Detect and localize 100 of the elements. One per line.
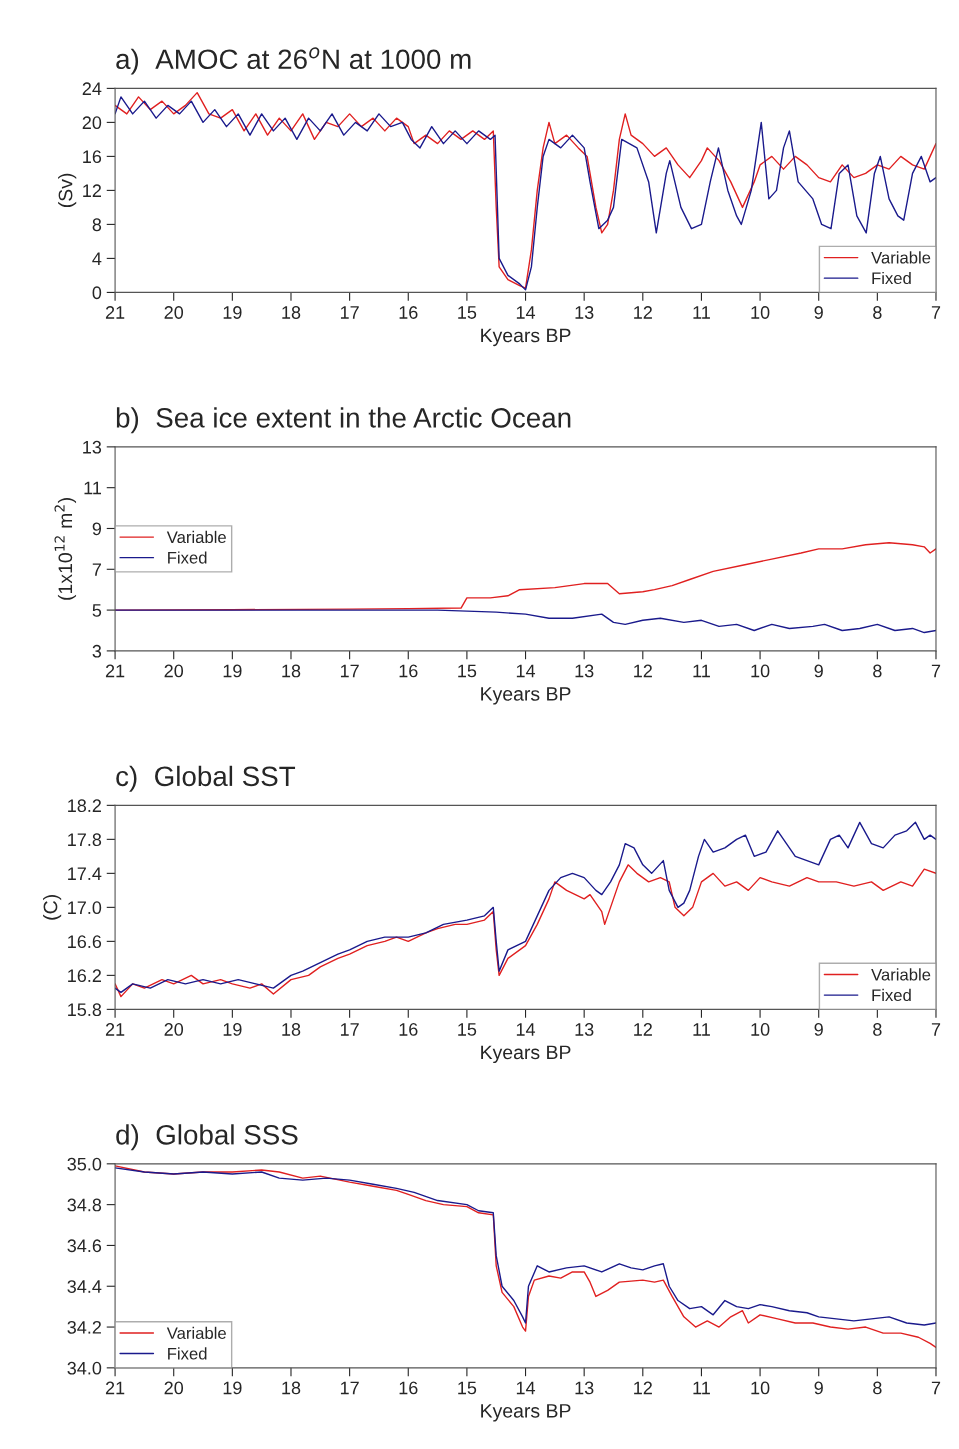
chart-title: b) Sea ice extent in the Arctic Ocean xyxy=(116,407,571,434)
y-tick-label: 5 xyxy=(92,604,102,617)
y-tick-label: 34.6 xyxy=(67,1239,102,1253)
x-tick-label: 18 xyxy=(282,306,301,319)
x-tick-label: 19 xyxy=(223,664,242,678)
x-tick-label: 15 xyxy=(458,1023,477,1036)
x-tick-label: 13 xyxy=(575,664,594,678)
legend-label: Fixed xyxy=(872,271,911,285)
x-tick-label: 8 xyxy=(873,1381,882,1395)
legend-label: Fixed xyxy=(168,551,207,564)
x-tick-label: 14 xyxy=(516,1023,536,1036)
y-tick-label: 16.2 xyxy=(68,969,101,983)
y-tick-label: 18.2 xyxy=(68,799,101,813)
x-tick-label: 14 xyxy=(516,1381,536,1395)
x-tick-label: 16 xyxy=(399,306,418,319)
y-tick-label: 3 xyxy=(92,644,102,658)
legend-label: Fixed xyxy=(872,988,911,1002)
x-tick-label: 9 xyxy=(814,306,823,319)
y-tick-label: 0 xyxy=(92,286,102,300)
y-tick-label: 16.6 xyxy=(68,935,102,949)
x-tick-label: 15 xyxy=(458,306,477,319)
x-tick-label: 7 xyxy=(931,1381,941,1395)
y-tick-label: 12 xyxy=(83,184,101,197)
x-tick-label: 19 xyxy=(223,1381,242,1395)
x-tick-label: 7 xyxy=(931,664,941,678)
y-tick-label: 17.8 xyxy=(68,833,102,847)
chart-title: c) Global SST xyxy=(116,765,296,792)
legend-label: Variable xyxy=(871,251,931,264)
x-tick-label: 11 xyxy=(693,664,710,678)
y-tick-label: 13 xyxy=(83,440,102,454)
x-tick-label: 21 xyxy=(105,664,125,678)
x-axis-title: Kyears BP xyxy=(481,1045,571,1064)
x-tick-label: 13 xyxy=(575,1023,594,1036)
x-axis-title: Kyears BP xyxy=(481,1404,571,1422)
x-tick-label: 20 xyxy=(164,1023,184,1036)
x-tick-label: 12 xyxy=(634,1023,652,1036)
x-tick-label: 16 xyxy=(399,664,418,678)
x-tick-label: 11 xyxy=(693,1023,710,1036)
line-series xyxy=(115,609,936,634)
x-tick-label: 17 xyxy=(340,306,359,319)
x-tick-label: 12 xyxy=(634,306,652,319)
x-tick-label: 20 xyxy=(164,306,184,319)
x-tick-label: 12 xyxy=(634,664,652,678)
y-tick-label: 20 xyxy=(82,116,102,130)
y-tick-label: 34.0 xyxy=(67,1361,102,1375)
x-tick-label: 9 xyxy=(814,1023,823,1036)
x-tick-label: 11 xyxy=(693,306,710,319)
x-tick-label: 13 xyxy=(575,306,594,319)
x-tick-label: 16 xyxy=(399,1381,418,1395)
x-tick-label: 17 xyxy=(340,1023,359,1036)
x-tick-label: 13 xyxy=(575,1381,594,1395)
y-tick-label: 17.0 xyxy=(68,901,102,915)
x-tick-label: 9 xyxy=(814,664,823,678)
legend-label: Variable xyxy=(166,530,226,544)
x-tick-label: 7 xyxy=(931,306,941,319)
x-tick-label: 19 xyxy=(223,306,242,319)
x-tick-label: 20 xyxy=(164,1381,184,1395)
y-axis-title: (C) xyxy=(43,895,62,920)
y-tick-label: 11 xyxy=(84,481,102,495)
x-tick-label: 18 xyxy=(282,664,301,678)
x-tick-label: 8 xyxy=(873,664,882,678)
chart-title: a) AMOC at 26$^{o}$N at 1000 m xyxy=(116,47,471,75)
x-tick-label: 17 xyxy=(340,1381,359,1395)
y-tick-label: 8 xyxy=(92,218,102,232)
legend-label: Fixed xyxy=(168,1347,207,1360)
y-tick-label: 34.2 xyxy=(67,1320,101,1334)
x-tick-label: 21 xyxy=(105,1381,125,1395)
x-tick-label: 16 xyxy=(399,1023,418,1036)
x-tick-label: 18 xyxy=(282,1023,301,1036)
y-axis-title: (Sv) xyxy=(58,173,77,208)
chart-title: d) Global SSS xyxy=(116,1124,298,1151)
y-tick-label: 17.4 xyxy=(68,867,102,880)
x-axis-title: Kyears BP xyxy=(481,687,571,705)
x-tick-label: 15 xyxy=(458,664,477,678)
x-tick-label: 15 xyxy=(458,1381,477,1395)
x-tick-label: 12 xyxy=(634,1381,652,1395)
x-tick-label: 11 xyxy=(693,1381,710,1395)
legend-label: Variable xyxy=(871,968,931,981)
x-tick-label: 10 xyxy=(751,664,770,678)
x-tick-label: 20 xyxy=(164,664,184,678)
x-tick-label: 21 xyxy=(105,1023,125,1036)
x-tick-label: 7 xyxy=(931,1023,941,1036)
y-tick-label: 4 xyxy=(92,252,102,265)
y-tick-label: 24 xyxy=(82,82,102,95)
x-tick-label: 8 xyxy=(873,1023,882,1036)
x-tick-label: 10 xyxy=(751,306,770,319)
y-tick-label: 15.8 xyxy=(68,1003,102,1017)
y-tick-label: 7 xyxy=(92,563,101,576)
x-axis-title: Kyears BP xyxy=(481,328,571,347)
legend-label: Variable xyxy=(166,1326,226,1340)
x-tick-label: 14 xyxy=(516,306,536,319)
y-tick-label: 34.4 xyxy=(67,1280,102,1293)
x-tick-label: 14 xyxy=(516,664,536,678)
x-tick-label: 19 xyxy=(223,1023,242,1036)
x-tick-label: 8 xyxy=(873,306,882,319)
y-tick-label: 9 xyxy=(92,522,102,536)
x-tick-label: 17 xyxy=(340,664,359,678)
x-tick-label: 18 xyxy=(282,1381,301,1395)
x-tick-label: 10 xyxy=(751,1381,770,1395)
x-tick-label: 10 xyxy=(751,1023,770,1036)
